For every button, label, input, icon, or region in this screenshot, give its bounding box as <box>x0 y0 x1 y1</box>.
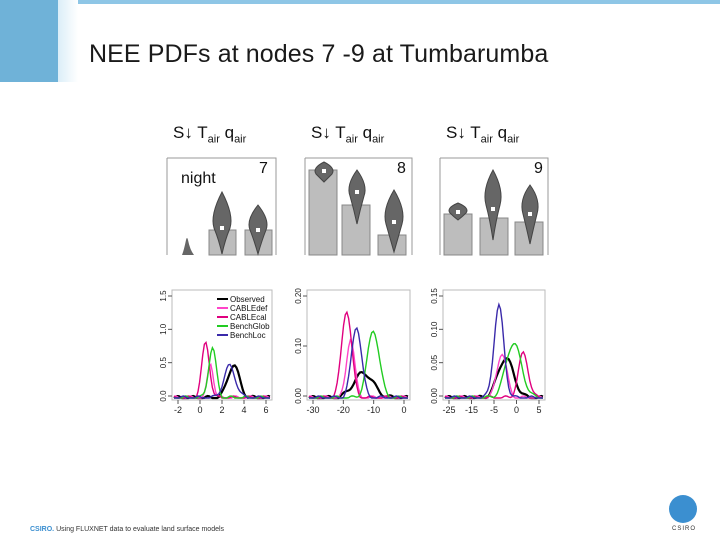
node-label-9: 9 <box>534 160 543 177</box>
bar-s <box>443 213 473 256</box>
violin-panel-8 <box>304 157 413 256</box>
x-tick-label: -10 <box>367 405 380 415</box>
x-tick-label: 5 <box>536 405 541 415</box>
y-tick-label: 0.10 <box>294 338 303 354</box>
node-label-7: 7 <box>259 160 268 177</box>
accent-bar <box>0 0 58 82</box>
y-tick-label: 0.05 <box>430 354 439 370</box>
legend-label: Observed <box>230 295 265 304</box>
violin-panel-7 <box>166 157 277 256</box>
density-curve-observed <box>444 356 544 400</box>
panel-header-9: S↓ Tair qair <box>446 123 520 146</box>
y-tick-label: 0.5 <box>159 357 168 369</box>
density-curve-benchloc <box>309 326 408 399</box>
violin-tair <box>348 169 366 225</box>
violin-s <box>182 238 194 255</box>
density-plot-node-7: 0.0 0.5 1.0 1.5 -2 0 2 4 6 ObservedCABLEdefCABLEc… <box>159 289 273 415</box>
x-tick-label: 0 <box>401 405 406 415</box>
x-tick-label: -5 <box>490 405 498 415</box>
x-tick-label: -30 <box>306 405 319 415</box>
y-tick-label: 0.20 <box>294 288 303 304</box>
legend-label: BenchLoc <box>230 331 266 340</box>
slide-title: NEE PDFs at nodes 7 -9 at Tumbarumba <box>89 40 549 68</box>
y-tick-label: 0.0 <box>159 390 168 402</box>
logo-wordmark: CSIRO <box>672 526 697 532</box>
y-tick-label: 0.00 <box>430 388 439 404</box>
legend-label: CABLEcal <box>230 313 267 322</box>
density-curve-benchloc <box>445 302 543 399</box>
y-tick-label: 0.15 <box>430 288 439 304</box>
night-label: night <box>181 170 216 187</box>
top-rule <box>58 0 720 4</box>
node-label-8: 8 <box>397 160 406 177</box>
panel-header-7: S↓ Tair qair <box>173 123 247 146</box>
y-tick-label: 1.0 <box>159 323 168 335</box>
footer-caption: CSIRO. Using FLUXNET data to evaluate la… <box>30 526 225 533</box>
x-tick-label: 0 <box>514 405 519 415</box>
x-tick-label: 2 <box>219 405 224 415</box>
y-tick-label: 0.10 <box>430 321 439 337</box>
violin-panel-9 <box>439 157 549 256</box>
legend-label: CABLEdef <box>230 304 268 313</box>
density-curve-cabledef <box>308 338 409 399</box>
plot-frame <box>306 289 411 401</box>
density-plot-node-8: 0.00 0.10 0.20 -30 -20 -10 0 <box>294 288 411 415</box>
y-tick-label: 1.5 <box>159 290 168 302</box>
density-curve-benchloc <box>174 363 270 399</box>
y-tick-label: 0.00 <box>294 388 303 404</box>
violin-tair <box>212 190 232 255</box>
bar-s <box>308 169 338 256</box>
density-plot-node-9: 0.00 0.05 0.10 0.15 -25 -15 -5 0 5 <box>430 288 546 415</box>
x-tick-label: -2 <box>174 405 182 415</box>
panel-header-8: S↓ Tair qair <box>311 123 385 146</box>
density-curve-cablecal <box>444 350 543 399</box>
density-curve-observed <box>173 364 271 400</box>
csiro-logo-icon <box>669 495 697 523</box>
x-tick-label: -20 <box>337 405 350 415</box>
x-tick-label: -15 <box>465 405 478 415</box>
x-tick-label: 4 <box>241 405 246 415</box>
violin-tair <box>484 168 502 241</box>
header-fade <box>58 0 78 82</box>
legend-label: BenchGlob <box>230 322 270 331</box>
x-tick-label: 6 <box>263 405 268 415</box>
x-tick-label: 0 <box>197 405 202 415</box>
x-tick-label: -25 <box>442 405 455 415</box>
